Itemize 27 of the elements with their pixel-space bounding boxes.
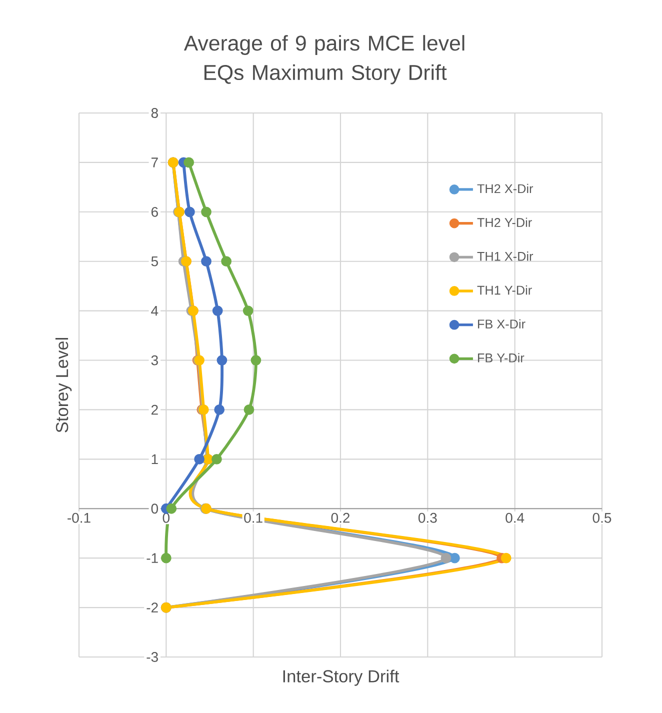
legend-label: TH2 X-Dir <box>477 184 534 194</box>
y-tick-label: -2 <box>146 602 158 612</box>
y-tick-label: 7 <box>151 158 158 168</box>
x-tick-label: 0.3 <box>418 512 437 523</box>
legend-label: TH1 X-Dir <box>477 252 534 261</box>
y-axis-title: Storey Level <box>55 338 72 432</box>
legend-label: FB Y-Dir <box>478 353 524 362</box>
chart-title: Average of 9 pairs MCE level EQs Maximum Story Drift <box>184 35 464 84</box>
y-tick-label: 0 <box>151 504 158 514</box>
x-axis-title: Inter-Story Drift <box>283 670 400 686</box>
x-tick-label: 0.2 <box>331 512 350 523</box>
y-tick-label: 6 <box>151 206 158 217</box>
y-tick-label: 5 <box>151 256 158 266</box>
x-tick-label: -0.1 <box>68 512 90 523</box>
x-tick-label: 0.4 <box>506 512 524 523</box>
y-tick-label: -3 <box>146 652 158 662</box>
x-tick-label: 0.1 <box>244 512 262 523</box>
y-tick-label: 2 <box>151 404 158 415</box>
legend-label: TH1 Y-Dir <box>477 285 532 295</box>
y-tick-label: 4 <box>151 306 158 316</box>
x-tick-label: 0.5 <box>592 512 612 523</box>
legend-label: TH2 Y-Dir <box>477 218 532 227</box>
y-tick-label: 3 <box>151 355 158 366</box>
legend-label: FB X-Dir <box>478 319 526 328</box>
y-tick-label: 8 <box>151 108 158 118</box>
y-tick-label: -1 <box>146 553 158 563</box>
y-tick-label: 1 <box>152 454 158 464</box>
